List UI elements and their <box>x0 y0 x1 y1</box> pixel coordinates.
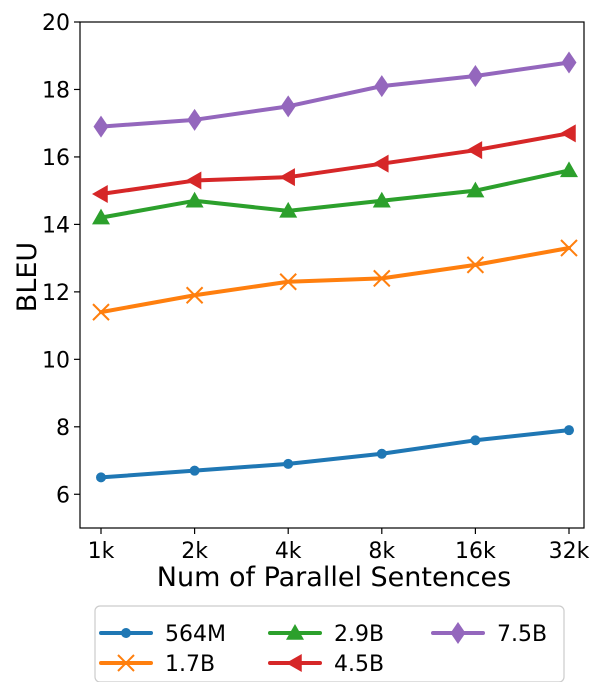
data-point-4-5b-8k <box>372 154 389 173</box>
legend: 564M 1.7B 2.9B 4.5B 7.5B <box>94 605 565 682</box>
data-point-2-9b-32k <box>560 161 578 178</box>
legend-marker <box>450 622 466 644</box>
data-point-2-9b-4k <box>279 201 298 218</box>
x-tick-label: 16k <box>455 539 496 564</box>
plot-frame <box>79 21 585 529</box>
series-line-4-5b <box>99 131 571 197</box>
legend-label: 1.7B <box>165 652 215 677</box>
data-point-7-5b-4k <box>280 95 296 118</box>
data-point-564m-32k <box>564 425 574 436</box>
data-point-7-5b-1k <box>93 115 109 138</box>
data-point-2-9b-8k <box>372 191 391 208</box>
legend-item-2-9b: 2.9B <box>268 622 384 647</box>
data-point-2-9b-16k <box>466 181 485 198</box>
data-point-1-7b-8k <box>373 269 391 288</box>
y-tick-label: 16 <box>42 146 70 171</box>
y-axis-label: BLEU <box>12 242 43 312</box>
y-tick-label: 12 <box>42 281 70 306</box>
data-point-7-5b-32k <box>561 51 577 74</box>
series-line-564m <box>99 428 571 480</box>
data-point-7-5b-16k <box>467 64 483 87</box>
series-2-9b <box>92 161 578 225</box>
x-tick-label: 4k <box>275 539 302 564</box>
data-point-4-5b-1k <box>92 185 108 204</box>
legend-marker <box>286 654 302 672</box>
data-point-1-7b-2k <box>185 286 204 304</box>
legend-box <box>94 605 565 682</box>
x-tick-label: 32k <box>549 539 590 564</box>
legend-marker <box>121 628 131 638</box>
y-tick-label: 14 <box>42 213 70 238</box>
data-point-1-7b-32k <box>560 239 578 257</box>
data-point-7-5b-8k <box>374 75 390 98</box>
data-point-564m-1k <box>96 472 106 483</box>
y-tick-label: 20 <box>42 11 70 36</box>
series-line-1-7b <box>99 246 571 315</box>
series-line-7-5b <box>99 60 571 129</box>
data-point-1-7b-16k <box>466 256 485 274</box>
series-7-5b <box>93 51 577 138</box>
legend-item-7-5b: 7.5B <box>431 622 547 647</box>
data-point-564m-2k <box>189 465 200 476</box>
legend-marker <box>117 654 135 672</box>
legend-item-564m: 564M <box>99 622 226 647</box>
data-point-2-9b-2k <box>185 191 204 208</box>
data-point-564m-16k <box>470 435 481 446</box>
data-point-7-5b-2k <box>187 108 203 131</box>
series-4-5b <box>92 124 576 204</box>
data-point-4-5b-2k <box>185 171 202 190</box>
y-tick-label: 6 <box>56 483 70 508</box>
data-point-4-5b-4k <box>279 168 295 187</box>
data-point-564m-4k <box>283 458 294 469</box>
series-line-2-9b <box>99 168 571 220</box>
legend-item-1-7b: 1.7B <box>99 652 215 677</box>
y-tick-label: 10 <box>42 348 70 373</box>
legend-item-4-5b: 4.5B <box>268 652 384 677</box>
data-point-564m-8k <box>376 448 387 459</box>
data-point-4-5b-16k <box>466 141 483 160</box>
data-point-2-9b-1k <box>92 208 110 225</box>
x-tick-label: 8k <box>368 539 395 564</box>
legend-label: 564M <box>165 622 226 647</box>
series-564m <box>96 425 574 483</box>
legend-label: 2.9B <box>334 622 384 647</box>
plot-area <box>92 51 578 483</box>
legend-label: 4.5B <box>334 652 384 677</box>
series-1-7b <box>92 239 578 321</box>
legend-marker <box>286 624 304 640</box>
data-point-1-7b-4k <box>279 273 297 291</box>
x-axis-label: Num of Parallel Sentences <box>157 562 511 593</box>
y-tick-label: 8 <box>56 416 70 441</box>
axes: 6 8 10 12 14 16 18 20 1k 2k 4k 8k 16k 32k Num of Paral… <box>12 11 590 593</box>
data-point-4-5b-32k <box>560 124 576 143</box>
y-tick-label: 18 <box>42 78 70 103</box>
x-tick-label: 2k <box>181 539 208 564</box>
data-point-1-7b-1k <box>92 303 110 321</box>
legend-label: 7.5B <box>497 622 547 647</box>
x-tick-label: 1k <box>88 539 115 564</box>
